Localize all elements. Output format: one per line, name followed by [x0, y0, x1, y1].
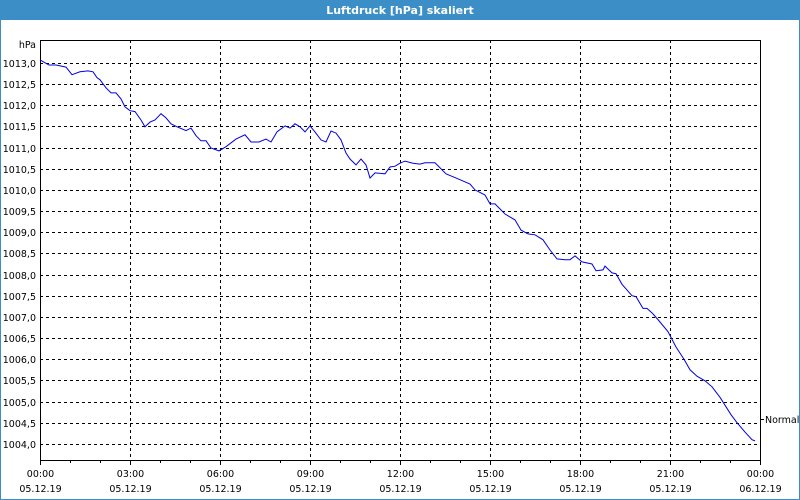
y-tick-label: 1004,5: [3, 419, 36, 430]
x-tick-time: 03:00: [117, 469, 144, 480]
x-tick-date: 05.12.19: [559, 484, 601, 495]
x-tick-time: 18:00: [567, 469, 594, 480]
y-tick-label: 1011,5: [3, 122, 36, 133]
x-tick-date: 05.12.19: [109, 484, 151, 495]
y-tick-label: 1008,0: [3, 271, 36, 282]
y-tick-label: 1009,5: [3, 207, 36, 218]
window-title: Luftdruck [hPa] skaliert: [1, 1, 799, 20]
y-tick-label: 1012,5: [3, 80, 36, 91]
x-tick-time: 00:00: [27, 469, 54, 480]
x-tick-date: 05.12.19: [199, 484, 241, 495]
y-tick-label: 1006,0: [3, 355, 36, 366]
y-tick-label: 1008,5: [3, 249, 36, 260]
y-tick-label: 1012,0: [3, 101, 36, 112]
x-tick-time: 06:00: [207, 469, 234, 480]
y-tick-label: 1009,0: [3, 228, 36, 239]
normal-annotation-label: Normal: [765, 415, 799, 426]
x-tick-time: 00:00: [747, 469, 774, 480]
pressure-series-line: [39, 59, 756, 442]
x-tick-date: 05.12.19: [289, 484, 331, 495]
x-tick-date: 05.12.19: [469, 484, 511, 495]
y-tick-label: 1005,5: [3, 376, 36, 387]
x-tick-date: 05.12.19: [649, 484, 691, 495]
y-tick-label: 1007,0: [3, 313, 36, 324]
y-tick-label: 1006,5: [3, 334, 36, 345]
x-tick-time: 12:00: [387, 469, 414, 480]
x-tick-date: 06.12.19: [739, 484, 781, 495]
y-tick-label: 1013,0: [3, 59, 36, 70]
y-tick-label: 1010,0: [3, 186, 36, 197]
plot-frame: [40, 40, 761, 461]
x-tick-time: 21:00: [657, 469, 684, 480]
x-tick-time: 15:00: [477, 469, 504, 480]
y-tick-label: 1005,0: [3, 398, 36, 409]
y-tick-label: 1007,5: [3, 292, 36, 303]
y-tick-label: 1004,0: [3, 440, 36, 451]
y-tick-label: 1010,5: [3, 165, 36, 176]
x-tick-date: 05.12.19: [19, 484, 61, 495]
x-tick-time: 09:00: [297, 469, 324, 480]
x-tick-date: 05.12.19: [379, 484, 421, 495]
y-axis-unit-label: hPa: [19, 40, 36, 51]
y-tick-label: 1011,0: [3, 144, 36, 155]
